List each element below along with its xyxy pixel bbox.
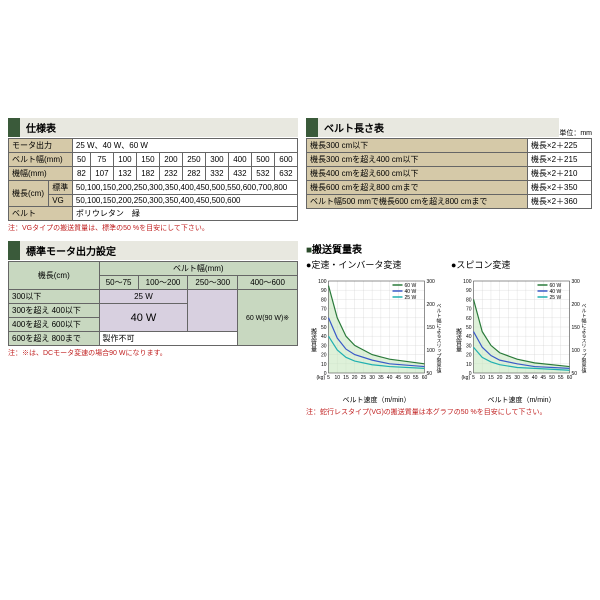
svg-text:200: 200: [572, 302, 581, 308]
spec-title: 仕様表: [8, 118, 298, 137]
svg-text:100: 100: [572, 348, 581, 354]
chart1: 0102030405060708090100510152025303540455…: [306, 273, 447, 393]
chart2-title: ●スピコン変速: [451, 258, 592, 271]
svg-text:90: 90: [466, 288, 472, 294]
svg-text:20: 20: [321, 353, 327, 359]
beltlen-unit: 単位：mm: [559, 128, 592, 138]
svg-text:搬送質量: 搬送質量: [455, 327, 462, 353]
svg-text:ベルト幅によるスリップ限界値: ベルト幅によるスリップ限界値: [436, 303, 442, 374]
svg-text:20: 20: [352, 375, 358, 381]
svg-text:35: 35: [523, 375, 529, 381]
svg-text:10: 10: [479, 375, 485, 381]
svg-text:5: 5: [472, 375, 475, 381]
spec-note: 注：VGタイプの搬送質量は、標準の50 %を目安にして下さい。: [8, 223, 298, 233]
motor-note: 注：※は、DCモータ変速の場合90 Wになります。: [8, 348, 298, 358]
svg-text:30: 30: [369, 375, 375, 381]
svg-text:50: 50: [572, 371, 578, 377]
svg-text:55: 55: [413, 375, 419, 381]
svg-text:150: 150: [572, 325, 581, 331]
svg-text:90: 90: [321, 288, 327, 294]
svg-text:150: 150: [427, 325, 436, 331]
svg-text:50: 50: [404, 375, 410, 381]
svg-text:20: 20: [497, 375, 503, 381]
spec-table: モータ出力25 W、40 W、60 Wベルト幅(mm)5075100150200…: [8, 138, 298, 221]
svg-text:45: 45: [396, 375, 402, 381]
svg-text:25 W: 25 W: [550, 295, 562, 301]
svg-text:35: 35: [378, 375, 384, 381]
svg-text:15: 15: [488, 375, 494, 381]
svg-text:10: 10: [321, 362, 327, 368]
svg-text:10: 10: [466, 362, 472, 368]
svg-text:25 W: 25 W: [405, 295, 417, 301]
svg-text:60: 60: [321, 316, 327, 322]
svg-text:100: 100: [463, 279, 472, 285]
svg-text:50: 50: [549, 375, 555, 381]
svg-text:ベルト幅によるスリップ限界値: ベルト幅によるスリップ限界値: [581, 303, 587, 374]
svg-text:40: 40: [387, 375, 393, 381]
svg-text:40: 40: [321, 334, 327, 340]
svg-text:10: 10: [334, 375, 340, 381]
chart2: 0102030405060708090100510152025303540455…: [451, 273, 592, 393]
svg-text:55: 55: [558, 375, 564, 381]
svg-text:25: 25: [361, 375, 367, 381]
svg-text:300: 300: [427, 279, 436, 285]
svg-text:50: 50: [321, 325, 327, 331]
svg-text:15: 15: [343, 375, 349, 381]
svg-text:5: 5: [327, 375, 330, 381]
svg-text:25: 25: [506, 375, 512, 381]
svg-text:100: 100: [318, 279, 327, 285]
svg-text:30: 30: [514, 375, 520, 381]
beltlen-table: 機長300 cm以下機長×2＋225機長300 cmを超え400 cm以下機長×…: [306, 138, 592, 209]
svg-text:(kg): (kg): [317, 375, 326, 381]
svg-text:100: 100: [427, 348, 436, 354]
svg-text:70: 70: [321, 307, 327, 313]
svg-text:45: 45: [541, 375, 547, 381]
svg-text:50: 50: [466, 325, 472, 331]
svg-text:80: 80: [466, 297, 472, 303]
motor-title: 標準モータ出力設定: [8, 241, 298, 260]
svg-text:300: 300: [572, 279, 581, 285]
chart1-title: ●定速・インバータ変速: [306, 258, 447, 271]
transport-note: 注：蛇行レスタイプ(VG)の搬送質量は本グラフの50 %を目安にして下さい。: [306, 407, 592, 417]
beltlen-title: ベルト長さ表: [306, 118, 559, 137]
motor-table: 機長(cm)ベルト幅(mm)50〜75100〜200250〜300400〜600…: [8, 261, 298, 346]
svg-text:80: 80: [321, 297, 327, 303]
svg-text:20: 20: [466, 353, 472, 359]
transport-title: ■搬送質量表: [306, 241, 592, 256]
svg-text:200: 200: [427, 302, 436, 308]
svg-text:搬送質量: 搬送質量: [310, 327, 317, 353]
svg-text:70: 70: [466, 307, 472, 313]
svg-text:50: 50: [427, 371, 433, 377]
svg-text:60: 60: [466, 316, 472, 322]
chart1-xlabel: ベルト速度（m/min）: [306, 395, 447, 405]
svg-text:30: 30: [321, 343, 327, 349]
svg-text:40: 40: [532, 375, 538, 381]
svg-text:30: 30: [466, 343, 472, 349]
chart2-xlabel: ベルト速度（m/min）: [451, 395, 592, 405]
svg-text:40: 40: [466, 334, 472, 340]
svg-text:(kg): (kg): [462, 375, 471, 381]
